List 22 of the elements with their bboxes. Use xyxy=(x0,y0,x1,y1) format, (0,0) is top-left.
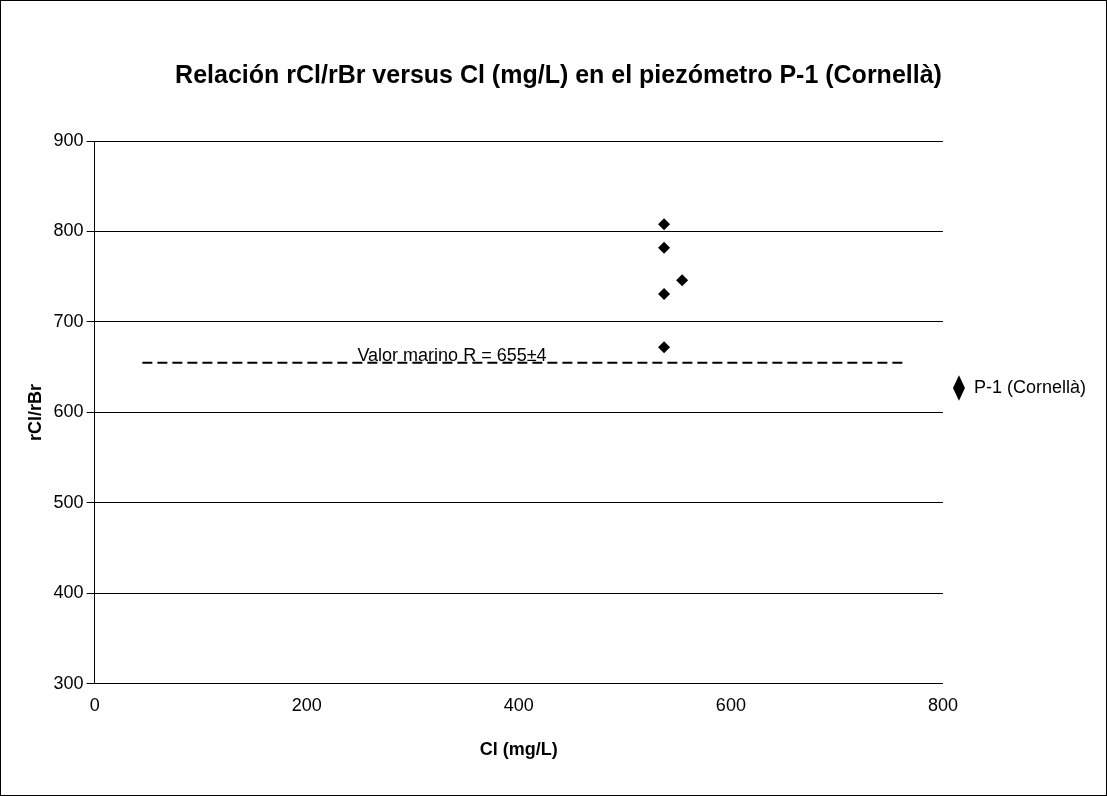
y-tick-label: 600 xyxy=(53,401,84,422)
chart-title: Relación rCl/rBr versus Cl (mg/L) en el piezómetro P-1 (Cornellà) xyxy=(175,59,942,88)
annotation: Valor marino R = 655±4 xyxy=(357,344,547,365)
y-tick-label: 500 xyxy=(53,491,84,512)
y-tick-label: 800 xyxy=(53,220,84,241)
point xyxy=(658,341,671,354)
point xyxy=(658,241,671,254)
point xyxy=(676,274,689,287)
legend-label: P-1 (Cornellà) xyxy=(973,376,1087,397)
point xyxy=(658,218,671,231)
y-axis-title: rCl/rBr xyxy=(24,383,45,441)
x-tick-label: 800 xyxy=(927,694,958,715)
y-tick-label: 700 xyxy=(53,310,84,331)
y-tick-label: 400 xyxy=(53,582,84,603)
x-axis-title: Cl (mg/L) xyxy=(479,739,558,760)
x-tick-label: 600 xyxy=(715,694,746,715)
x-tick-label: 200 xyxy=(291,694,322,715)
point xyxy=(658,287,671,300)
y-tick-label: 300 xyxy=(53,672,84,693)
x-tick-label: 400 xyxy=(503,694,534,715)
y-tick-label: 900 xyxy=(53,129,84,150)
x-tick-label: 0 xyxy=(89,694,100,715)
